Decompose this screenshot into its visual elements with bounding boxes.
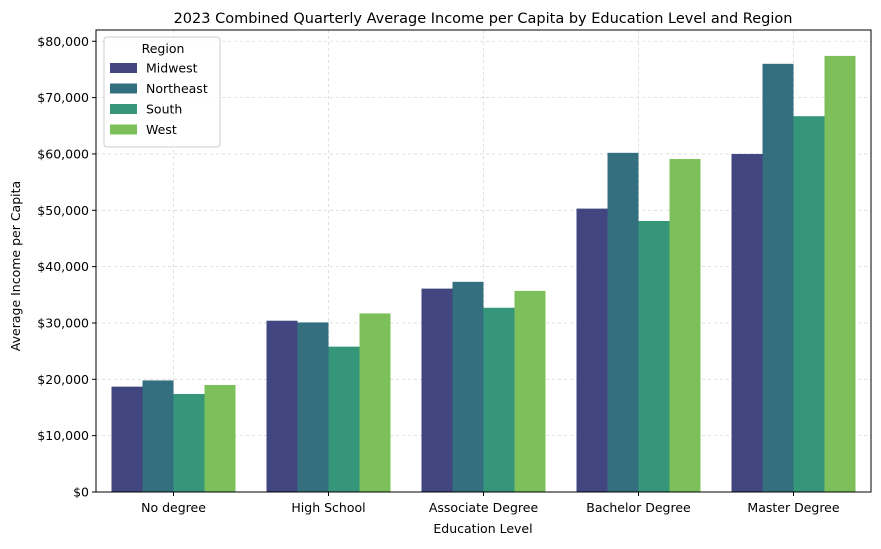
x-tick-label: No degree: [141, 500, 206, 515]
bar-midwest-associate-degree: [421, 288, 453, 492]
bar-midwest-master-degree: [731, 153, 763, 492]
legend-swatch-northeast: [110, 83, 137, 94]
chart-title: 2023 Combined Quarterly Average Income p…: [174, 11, 793, 27]
y-tick-label: $20,000: [37, 372, 89, 387]
bar-northeast-bachelor-degree: [607, 152, 639, 492]
bar-midwest-bachelor-degree: [576, 208, 608, 493]
bar-west-bachelor-degree: [669, 159, 701, 492]
legend: Region Midwest Northeast South West: [103, 36, 221, 148]
legend-swatch-south: [110, 104, 137, 114]
bar-west-master-degree: [824, 55, 856, 492]
y-tick-label: $40,000: [37, 259, 89, 274]
y-axis-label: Average Income per Capita: [8, 181, 23, 351]
x-tick-label: Master Degree: [747, 500, 839, 515]
x-tick-label: High School: [291, 500, 365, 515]
y-tick-label: $30,000: [37, 315, 89, 330]
y-tick-label: $60,000: [37, 146, 89, 161]
legend-label-midwest: Midwest: [146, 61, 198, 76]
x-tick-label: Associate Degree: [429, 500, 539, 515]
bar-west-high-school: [359, 313, 391, 492]
legend-label-south: South: [146, 102, 182, 117]
bar-west-no-degree: [204, 384, 236, 492]
x-tick-label: Bachelor Degree: [586, 500, 691, 515]
plot-frame: [95, 29, 872, 493]
legend-label-west: West: [146, 122, 177, 137]
bar-south-master-degree: [793, 116, 825, 492]
bar-northeast-master-degree: [762, 63, 794, 493]
bar-west-associate-degree: [514, 290, 546, 492]
axes: [92, 29, 872, 496]
legend-swatch-west: [110, 124, 137, 135]
bar-northeast-high-school: [297, 322, 329, 492]
bar-south-no-degree: [173, 393, 205, 492]
bar-south-bachelor-degree: [638, 220, 670, 492]
bar-south-high-school: [328, 346, 360, 492]
tick-labels: $0 $10,000 $20,000 $30,000 $40,000 $50,000 $60…: [37, 34, 840, 515]
x-axis-label: Education Level: [433, 521, 532, 536]
y-tick-label: $80,000: [37, 34, 89, 49]
legend-items: Midwest Northeast South West: [110, 61, 208, 137]
legend-title: Region: [142, 41, 185, 56]
y-tick-label: $0: [73, 485, 89, 500]
y-tick-label: $70,000: [37, 90, 89, 105]
bar-south-associate-degree: [483, 307, 515, 492]
y-tick-label: $50,000: [37, 203, 89, 218]
bar-northeast-associate-degree: [452, 281, 484, 492]
legend-swatch-midwest: [110, 63, 137, 73]
bar-midwest-no-degree: [111, 386, 143, 492]
legend-label-northeast: Northeast: [146, 81, 208, 96]
bars: [111, 55, 856, 493]
bar-northeast-no-degree: [142, 380, 174, 492]
y-tick-label: $10,000: [37, 428, 89, 443]
bar-midwest-high-school: [266, 320, 298, 492]
